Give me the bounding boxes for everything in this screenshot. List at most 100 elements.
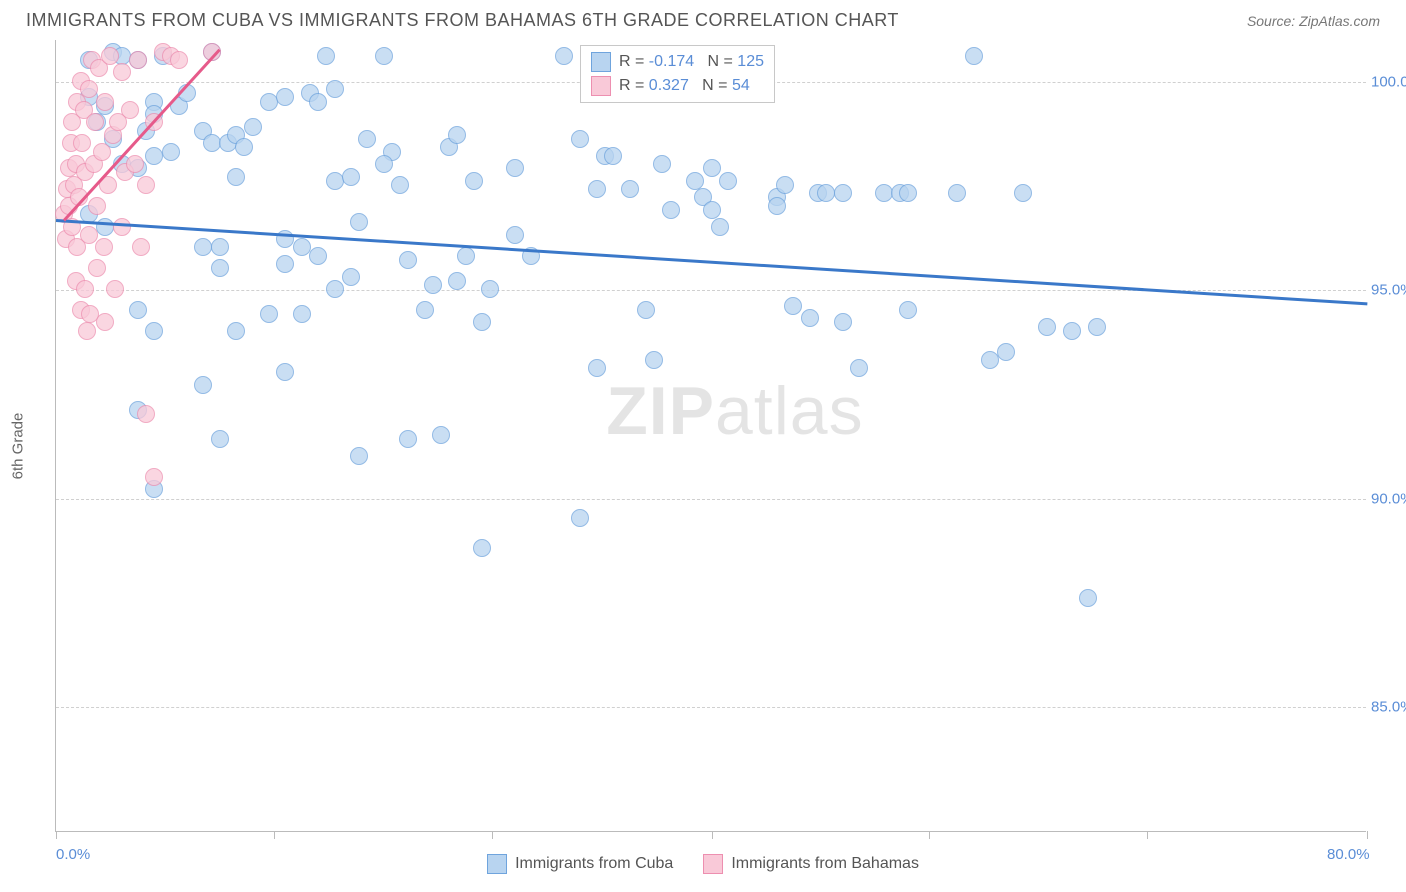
data-point: [235, 138, 253, 156]
data-point: [375, 47, 393, 65]
chart-title: IMMIGRANTS FROM CUBA VS IMMIGRANTS FROM …: [26, 10, 899, 31]
legend-swatch: [591, 52, 611, 72]
data-point: [350, 447, 368, 465]
data-point: [703, 159, 721, 177]
data-point: [350, 213, 368, 231]
data-point: [129, 301, 147, 319]
data-point: [276, 255, 294, 273]
data-point: [326, 280, 344, 298]
data-point: [1014, 184, 1032, 202]
data-point: [948, 184, 966, 202]
data-point: [88, 197, 106, 215]
data-point: [465, 172, 483, 190]
data-point: [1038, 318, 1056, 336]
data-point: [768, 197, 786, 215]
legend-label: Immigrants from Bahamas: [731, 855, 919, 873]
data-point: [1079, 589, 1097, 607]
legend-row: R = 0.327 N = 54: [591, 74, 764, 98]
y-tick-label: 95.0%: [1371, 282, 1406, 299]
data-point: [211, 430, 229, 448]
data-point: [604, 147, 622, 165]
data-point: [662, 201, 680, 219]
data-point: [358, 130, 376, 148]
data-point: [653, 155, 671, 173]
data-point: [711, 218, 729, 236]
data-point: [997, 343, 1015, 361]
data-point: [73, 134, 91, 152]
data-point: [137, 405, 155, 423]
data-point: [588, 359, 606, 377]
data-point: [317, 47, 335, 65]
data-point: [481, 280, 499, 298]
data-point: [80, 226, 98, 244]
data-point: [276, 363, 294, 381]
data-point: [621, 180, 639, 198]
legend-row: R = -0.174 N = 125: [591, 50, 764, 74]
data-point: [801, 309, 819, 327]
legend-stats: R = -0.174 N = 125: [619, 53, 764, 71]
data-point: [211, 259, 229, 277]
legend-item: Immigrants from Cuba: [487, 854, 673, 874]
data-point: [784, 297, 802, 315]
data-point: [645, 351, 663, 369]
data-point: [850, 359, 868, 377]
x-tick: [492, 831, 493, 839]
data-point: [686, 172, 704, 190]
data-point: [391, 176, 409, 194]
data-point: [457, 247, 475, 265]
data-point: [101, 47, 119, 65]
y-tick-label: 90.0%: [1371, 490, 1406, 507]
data-point: [834, 313, 852, 331]
legend-swatch: [591, 76, 611, 96]
x-tick: [712, 831, 713, 839]
data-point: [86, 113, 104, 131]
data-point: [432, 426, 450, 444]
x-tick: [274, 831, 275, 839]
data-point: [473, 539, 491, 557]
data-point: [145, 147, 163, 165]
gridline-h: [56, 499, 1366, 500]
data-point: [309, 93, 327, 111]
data-point: [342, 268, 360, 286]
data-point: [637, 301, 655, 319]
x-tick: [929, 831, 930, 839]
data-point: [106, 280, 124, 298]
data-point: [399, 430, 417, 448]
x-tick: [56, 831, 57, 839]
data-point: [227, 168, 245, 186]
data-point: [981, 351, 999, 369]
data-point: [194, 376, 212, 394]
data-point: [76, 280, 94, 298]
data-point: [78, 322, 96, 340]
trend-line: [56, 219, 1367, 305]
data-point: [211, 238, 229, 256]
data-point: [96, 218, 114, 236]
watermark: ZIPatlas: [606, 372, 863, 450]
data-point: [113, 63, 131, 81]
data-point: [506, 226, 524, 244]
legend-label: Immigrants from Cuba: [515, 855, 673, 873]
data-point: [834, 184, 852, 202]
data-point: [965, 47, 983, 65]
data-point: [309, 247, 327, 265]
data-point: [571, 130, 589, 148]
data-point: [80, 80, 98, 98]
data-point: [448, 272, 466, 290]
data-point: [555, 47, 573, 65]
x-tick: [1367, 831, 1368, 839]
data-point: [506, 159, 524, 177]
y-axis-label: 6th Grade: [10, 413, 27, 480]
data-point: [571, 509, 589, 527]
data-point: [260, 93, 278, 111]
x-tick: [1147, 831, 1148, 839]
data-point: [719, 172, 737, 190]
data-point: [170, 51, 188, 69]
data-point: [95, 238, 113, 256]
data-point: [162, 143, 180, 161]
legend-swatch: [703, 854, 723, 874]
data-point: [424, 276, 442, 294]
data-point: [276, 88, 294, 106]
data-point: [448, 126, 466, 144]
data-point: [899, 184, 917, 202]
data-point: [88, 259, 106, 277]
